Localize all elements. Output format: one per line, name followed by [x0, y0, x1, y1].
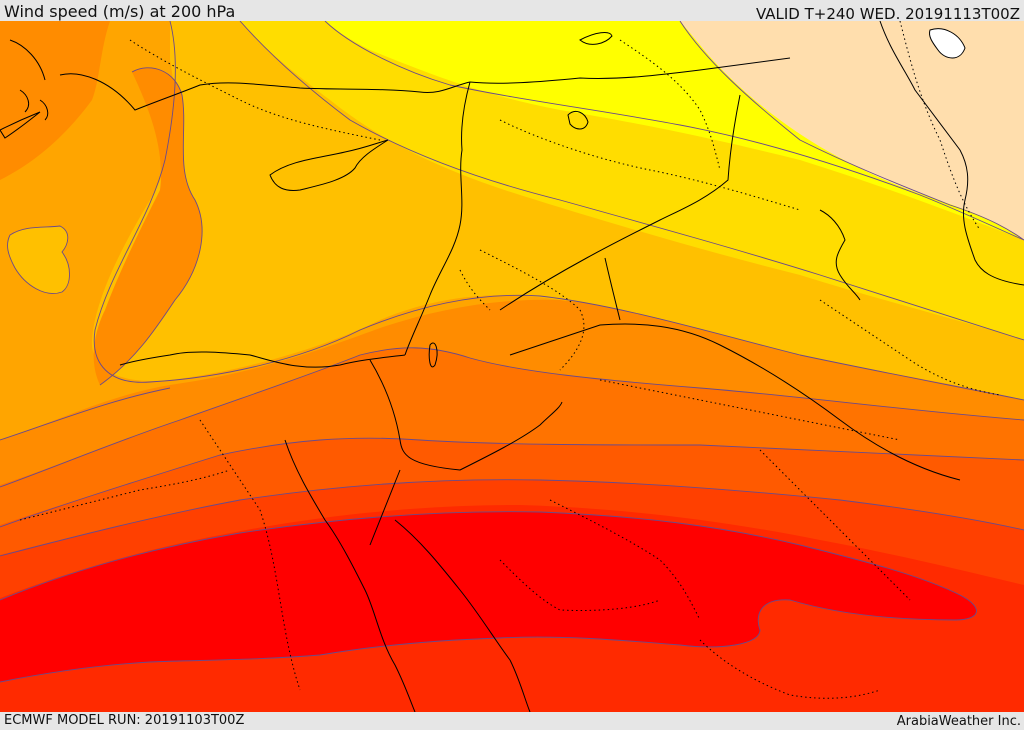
crete: [0, 111, 41, 139]
dead-sea: [428, 342, 438, 368]
border-iraq-iran: [879, 21, 1024, 286]
isotach-1: [679, 21, 1024, 241]
coast-egypt-north: [119, 351, 406, 368]
isotach-7: [0, 437, 1024, 528]
cyprus: [269, 139, 389, 191]
coast-sinai-gulf-west: [284, 439, 416, 712]
border-egypt-sudan: [369, 359, 563, 471]
model-run-label: ECMWF MODEL RUN: 20191103T00Z: [4, 713, 245, 728]
map-canvas: [0, 21, 1024, 712]
band-orange-west: [0, 21, 110, 180]
isotach-contours: [0, 21, 1024, 683]
isotach-spur: [99, 67, 203, 386]
coast-gulf-north: [819, 209, 861, 301]
band-orange-jet-spur: [93, 67, 203, 385]
band-amber-eddy: [7, 226, 70, 294]
border-turkey-syria: [469, 57, 791, 84]
isotach-8: [0, 479, 1024, 557]
band-light: [680, 21, 1024, 240]
isotach-eddy: [7, 225, 70, 294]
border-jordan-saudi: [509, 323, 961, 481]
isotach-3: [239, 21, 1024, 341]
lake-urmia: [929, 28, 966, 59]
isotach-9: [0, 511, 977, 683]
coastlines: [0, 28, 966, 712]
band-red-core: [0, 511, 977, 682]
title-bar: Wind speed (m/s) at 200 hPa VALID T+240 …: [0, 0, 1024, 23]
isotach-2: [324, 21, 1024, 241]
footer-bar: ECMWF MODEL RUN: 20191103T00Z ArabiaWeat…: [0, 712, 1024, 729]
credit-label: ArabiaWeather Inc.: [896, 714, 1021, 729]
border-iraq-syria: [499, 94, 741, 311]
gulf-aqaba: [369, 469, 401, 546]
border-saudi-iraq: [604, 257, 621, 321]
aegean-islands: [9, 39, 49, 121]
lake-van: [579, 32, 613, 45]
coast-red-sea-east: [394, 519, 531, 712]
coast-levant: [404, 81, 471, 356]
isotach-4: [93, 21, 1024, 401]
admin-boundaries: [19, 21, 1001, 699]
coast-turkey-south: [59, 73, 471, 111]
valid-time: VALID T+240 WED. 20191113T00Z: [755, 5, 1020, 23]
borders: [369, 21, 1024, 481]
wind-speed-map: [0, 21, 1024, 712]
lake-tuz: [567, 111, 589, 130]
isotach-5: [0, 387, 171, 441]
chart-title: Wind speed (m/s) at 200 hPa: [4, 2, 236, 21]
isotach-6: [0, 347, 1024, 488]
